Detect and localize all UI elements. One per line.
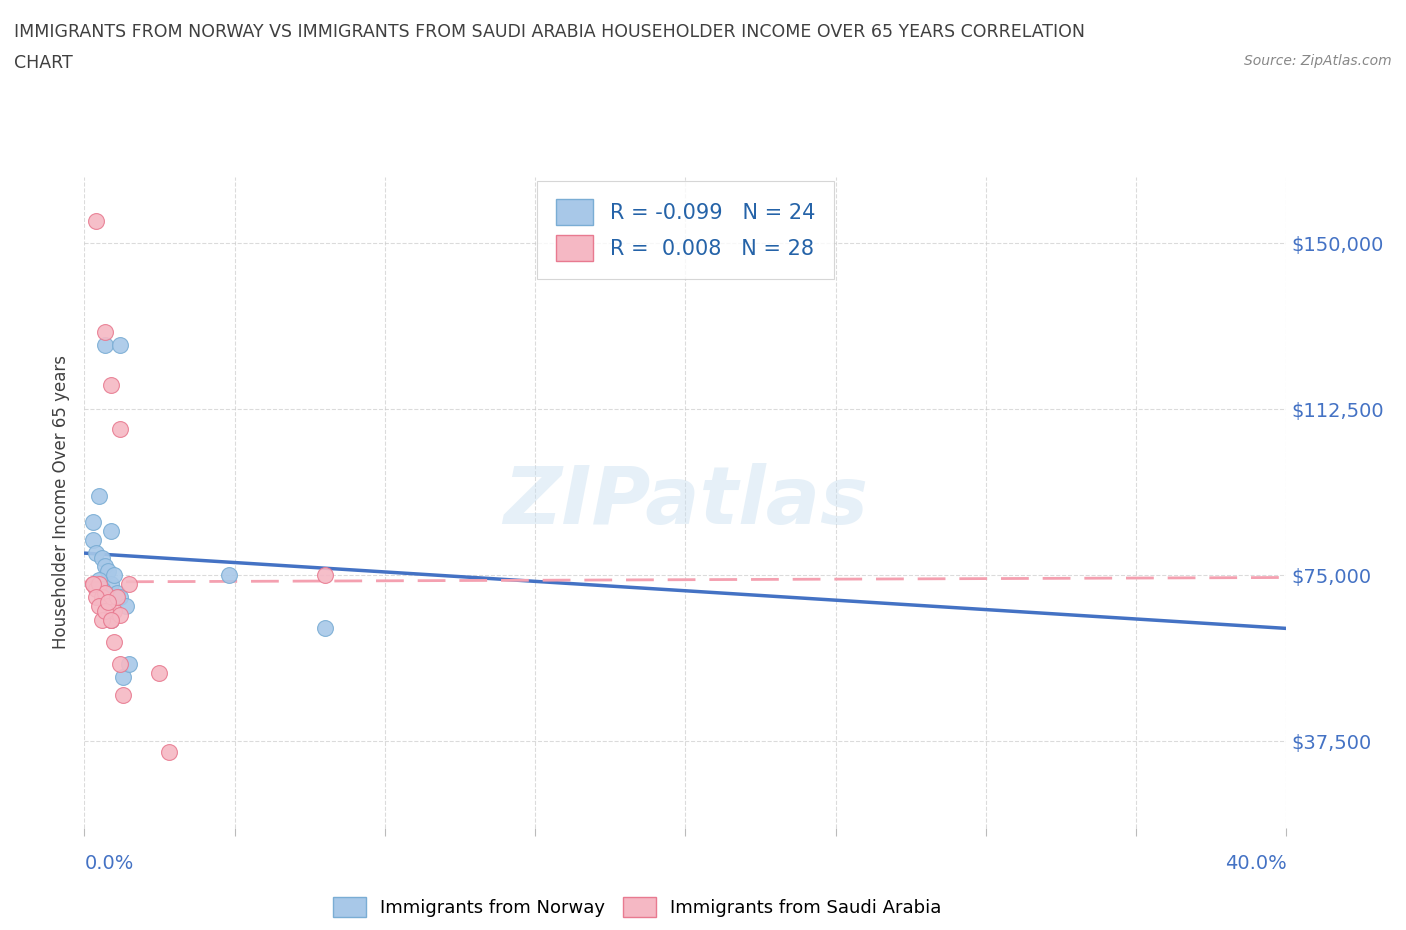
Point (94, 559, 117, 574)
Point (82, 577, 104, 591)
Text: CHART: CHART (14, 54, 73, 72)
Point (89, 577, 111, 591)
Point (86, 590, 108, 604)
Point (314, 621, 336, 636)
Point (112, 687, 135, 702)
Point (94, 586, 117, 601)
Point (91, 612, 114, 627)
Point (100, 612, 122, 627)
Point (115, 599, 138, 614)
Point (107, 586, 129, 601)
Point (157, 745, 180, 760)
Point (82, 577, 104, 591)
Point (110, 607, 132, 622)
Text: Source: ZipAtlas.com: Source: ZipAtlas.com (1244, 54, 1392, 68)
Point (100, 577, 122, 591)
Text: ZIPatlas: ZIPatlas (503, 463, 868, 541)
Point (86, 214, 108, 229)
Point (86, 546, 108, 561)
Point (97, 599, 120, 614)
Point (100, 378, 122, 392)
Point (110, 338, 132, 352)
Point (103, 604, 125, 618)
Point (148, 665, 170, 680)
Point (94, 338, 117, 352)
Point (107, 590, 129, 604)
Point (89, 488, 111, 503)
Point (100, 612, 122, 627)
Point (94, 586, 117, 601)
Text: 40.0%: 40.0% (1225, 854, 1286, 872)
Point (100, 612, 122, 627)
Point (86, 581, 108, 596)
Point (97, 594, 120, 609)
Point (91, 590, 114, 604)
Point (94, 604, 117, 618)
Point (91, 581, 114, 596)
Point (97, 594, 120, 609)
Point (118, 657, 141, 671)
Point (110, 421, 132, 436)
Legend: R = -0.099   N = 24, R =  0.008   N = 28: R = -0.099 N = 24, R = 0.008 N = 28 (537, 180, 834, 279)
Point (100, 524, 122, 538)
Point (112, 670, 135, 684)
Text: IMMIGRANTS FROM NORWAY VS IMMIGRANTS FROM SAUDI ARABIA HOUSEHOLDER INCOME OVER 6: IMMIGRANTS FROM NORWAY VS IMMIGRANTS FRO… (14, 23, 1085, 41)
Point (118, 577, 141, 591)
Point (103, 568, 125, 583)
Point (110, 590, 132, 604)
Y-axis label: Householder Income Over 65 years: Householder Income Over 65 years (52, 355, 70, 649)
Text: 0.0%: 0.0% (84, 854, 134, 872)
Point (91, 551, 114, 565)
Point (97, 564, 120, 578)
Point (82, 514, 104, 529)
Point (314, 568, 336, 583)
Point (89, 572, 111, 587)
Point (82, 532, 104, 547)
Point (218, 568, 240, 583)
Point (89, 599, 111, 614)
Point (103, 634, 125, 649)
Point (94, 325, 117, 339)
Point (110, 657, 132, 671)
